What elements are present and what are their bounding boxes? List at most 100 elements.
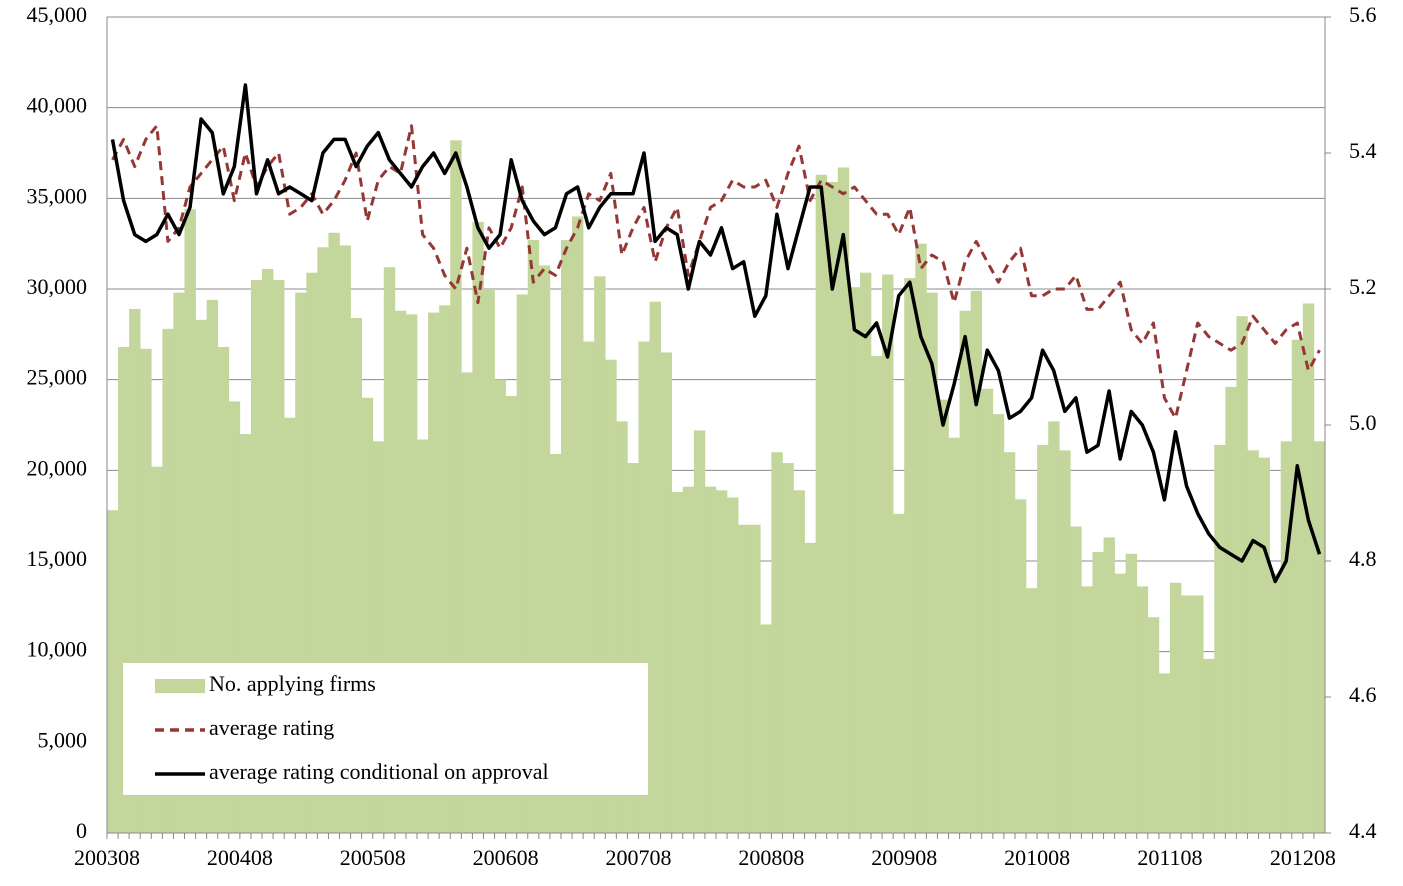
- x-tick-label: 200908: [871, 845, 937, 870]
- bar: [572, 216, 584, 833]
- bar: [405, 314, 418, 833]
- y-tick-label: 45,000: [27, 2, 88, 27]
- bar: [1003, 452, 1016, 833]
- bar: [804, 542, 816, 833]
- y-tick-label: 5,000: [38, 727, 88, 752]
- bar: [350, 318, 362, 834]
- bar: [195, 319, 207, 833]
- bar: [793, 490, 805, 833]
- bar: [1203, 658, 1215, 833]
- y-tick-label: 10,000: [27, 637, 88, 662]
- legend-label: No. applying firms: [209, 671, 376, 696]
- bar: [1280, 441, 1293, 833]
- bar: [660, 352, 673, 833]
- bar: [1070, 526, 1082, 833]
- bar: [716, 490, 728, 833]
- bar: [472, 221, 484, 833]
- bar: [1169, 582, 1182, 833]
- bar: [616, 421, 628, 833]
- bar: [1037, 444, 1049, 833]
- bar: [904, 278, 916, 833]
- bar: [162, 328, 174, 833]
- bar: [383, 267, 396, 833]
- x-tick-label: 200708: [605, 845, 671, 870]
- line: [111, 124, 1321, 420]
- bar: [317, 247, 329, 833]
- bar: [129, 308, 141, 833]
- bar: [682, 486, 695, 833]
- bar: [206, 299, 219, 833]
- bar: [173, 292, 185, 833]
- bar: [859, 272, 872, 833]
- y-tick-label: 35,000: [27, 183, 88, 208]
- bar: [871, 356, 883, 833]
- bar: [1247, 450, 1259, 833]
- bar: [118, 347, 130, 833]
- bar: [250, 279, 263, 833]
- bar: [749, 524, 761, 833]
- bar: [627, 463, 639, 833]
- bar: [450, 140, 462, 834]
- bar: [560, 240, 573, 834]
- bar: [605, 359, 617, 833]
- bar: [527, 240, 540, 834]
- bar: [638, 341, 650, 833]
- bar: [1181, 595, 1193, 833]
- bar: [151, 466, 163, 833]
- bar: [1291, 339, 1304, 833]
- bar: [439, 305, 451, 833]
- bar: [882, 274, 894, 833]
- x-tick-label: 201108: [1137, 845, 1202, 870]
- bar: [915, 243, 927, 833]
- bar: [1026, 588, 1038, 833]
- bar: [140, 348, 152, 833]
- bar: [273, 279, 285, 833]
- bar: [1313, 441, 1326, 833]
- bar: [771, 452, 783, 833]
- bar: [848, 287, 861, 834]
- y2-tick-label: 4.6: [1349, 682, 1377, 707]
- y2-tick-label: 5.0: [1349, 410, 1377, 435]
- bar: [594, 276, 606, 834]
- y-tick-label: 20,000: [27, 455, 88, 480]
- bar: [339, 245, 351, 834]
- bar: [372, 441, 385, 833]
- legend-swatch: [155, 679, 205, 693]
- bar: [671, 492, 684, 833]
- bar: [228, 401, 241, 833]
- x-tick-label: 201008: [1004, 845, 1070, 870]
- y-tick-label: 15,000: [27, 546, 88, 571]
- bar: [1269, 573, 1282, 833]
- bar: [107, 510, 119, 833]
- y-tick-label: 0: [76, 818, 87, 843]
- bar: [1103, 537, 1115, 833]
- bar: [693, 430, 706, 833]
- legend-label: average rating conditional on approval: [209, 759, 549, 784]
- bar: [1258, 457, 1270, 833]
- bar: [937, 399, 949, 833]
- bar: [1225, 386, 1237, 833]
- bar: [738, 524, 750, 833]
- bar: [760, 624, 772, 833]
- bar: [583, 341, 595, 833]
- bar: [1147, 617, 1160, 833]
- y2-tick-label: 4.8: [1349, 546, 1377, 571]
- bar: [262, 269, 274, 833]
- y-tick-label: 25,000: [27, 365, 88, 390]
- bar: [239, 434, 252, 833]
- bar: [1236, 316, 1248, 833]
- y2-tick-label: 5.6: [1349, 2, 1377, 27]
- bar: [1092, 551, 1104, 833]
- bar: [1158, 673, 1171, 833]
- bar: [649, 301, 661, 833]
- line: [110, 83, 1322, 584]
- bar: [295, 292, 307, 833]
- bar: [782, 463, 794, 833]
- bar: [217, 347, 230, 833]
- y2-tick-label: 5.2: [1349, 274, 1377, 299]
- x-tick-label: 200608: [473, 845, 539, 870]
- x-tick-label: 200508: [340, 845, 406, 870]
- x-tick-label: 200808: [738, 845, 804, 870]
